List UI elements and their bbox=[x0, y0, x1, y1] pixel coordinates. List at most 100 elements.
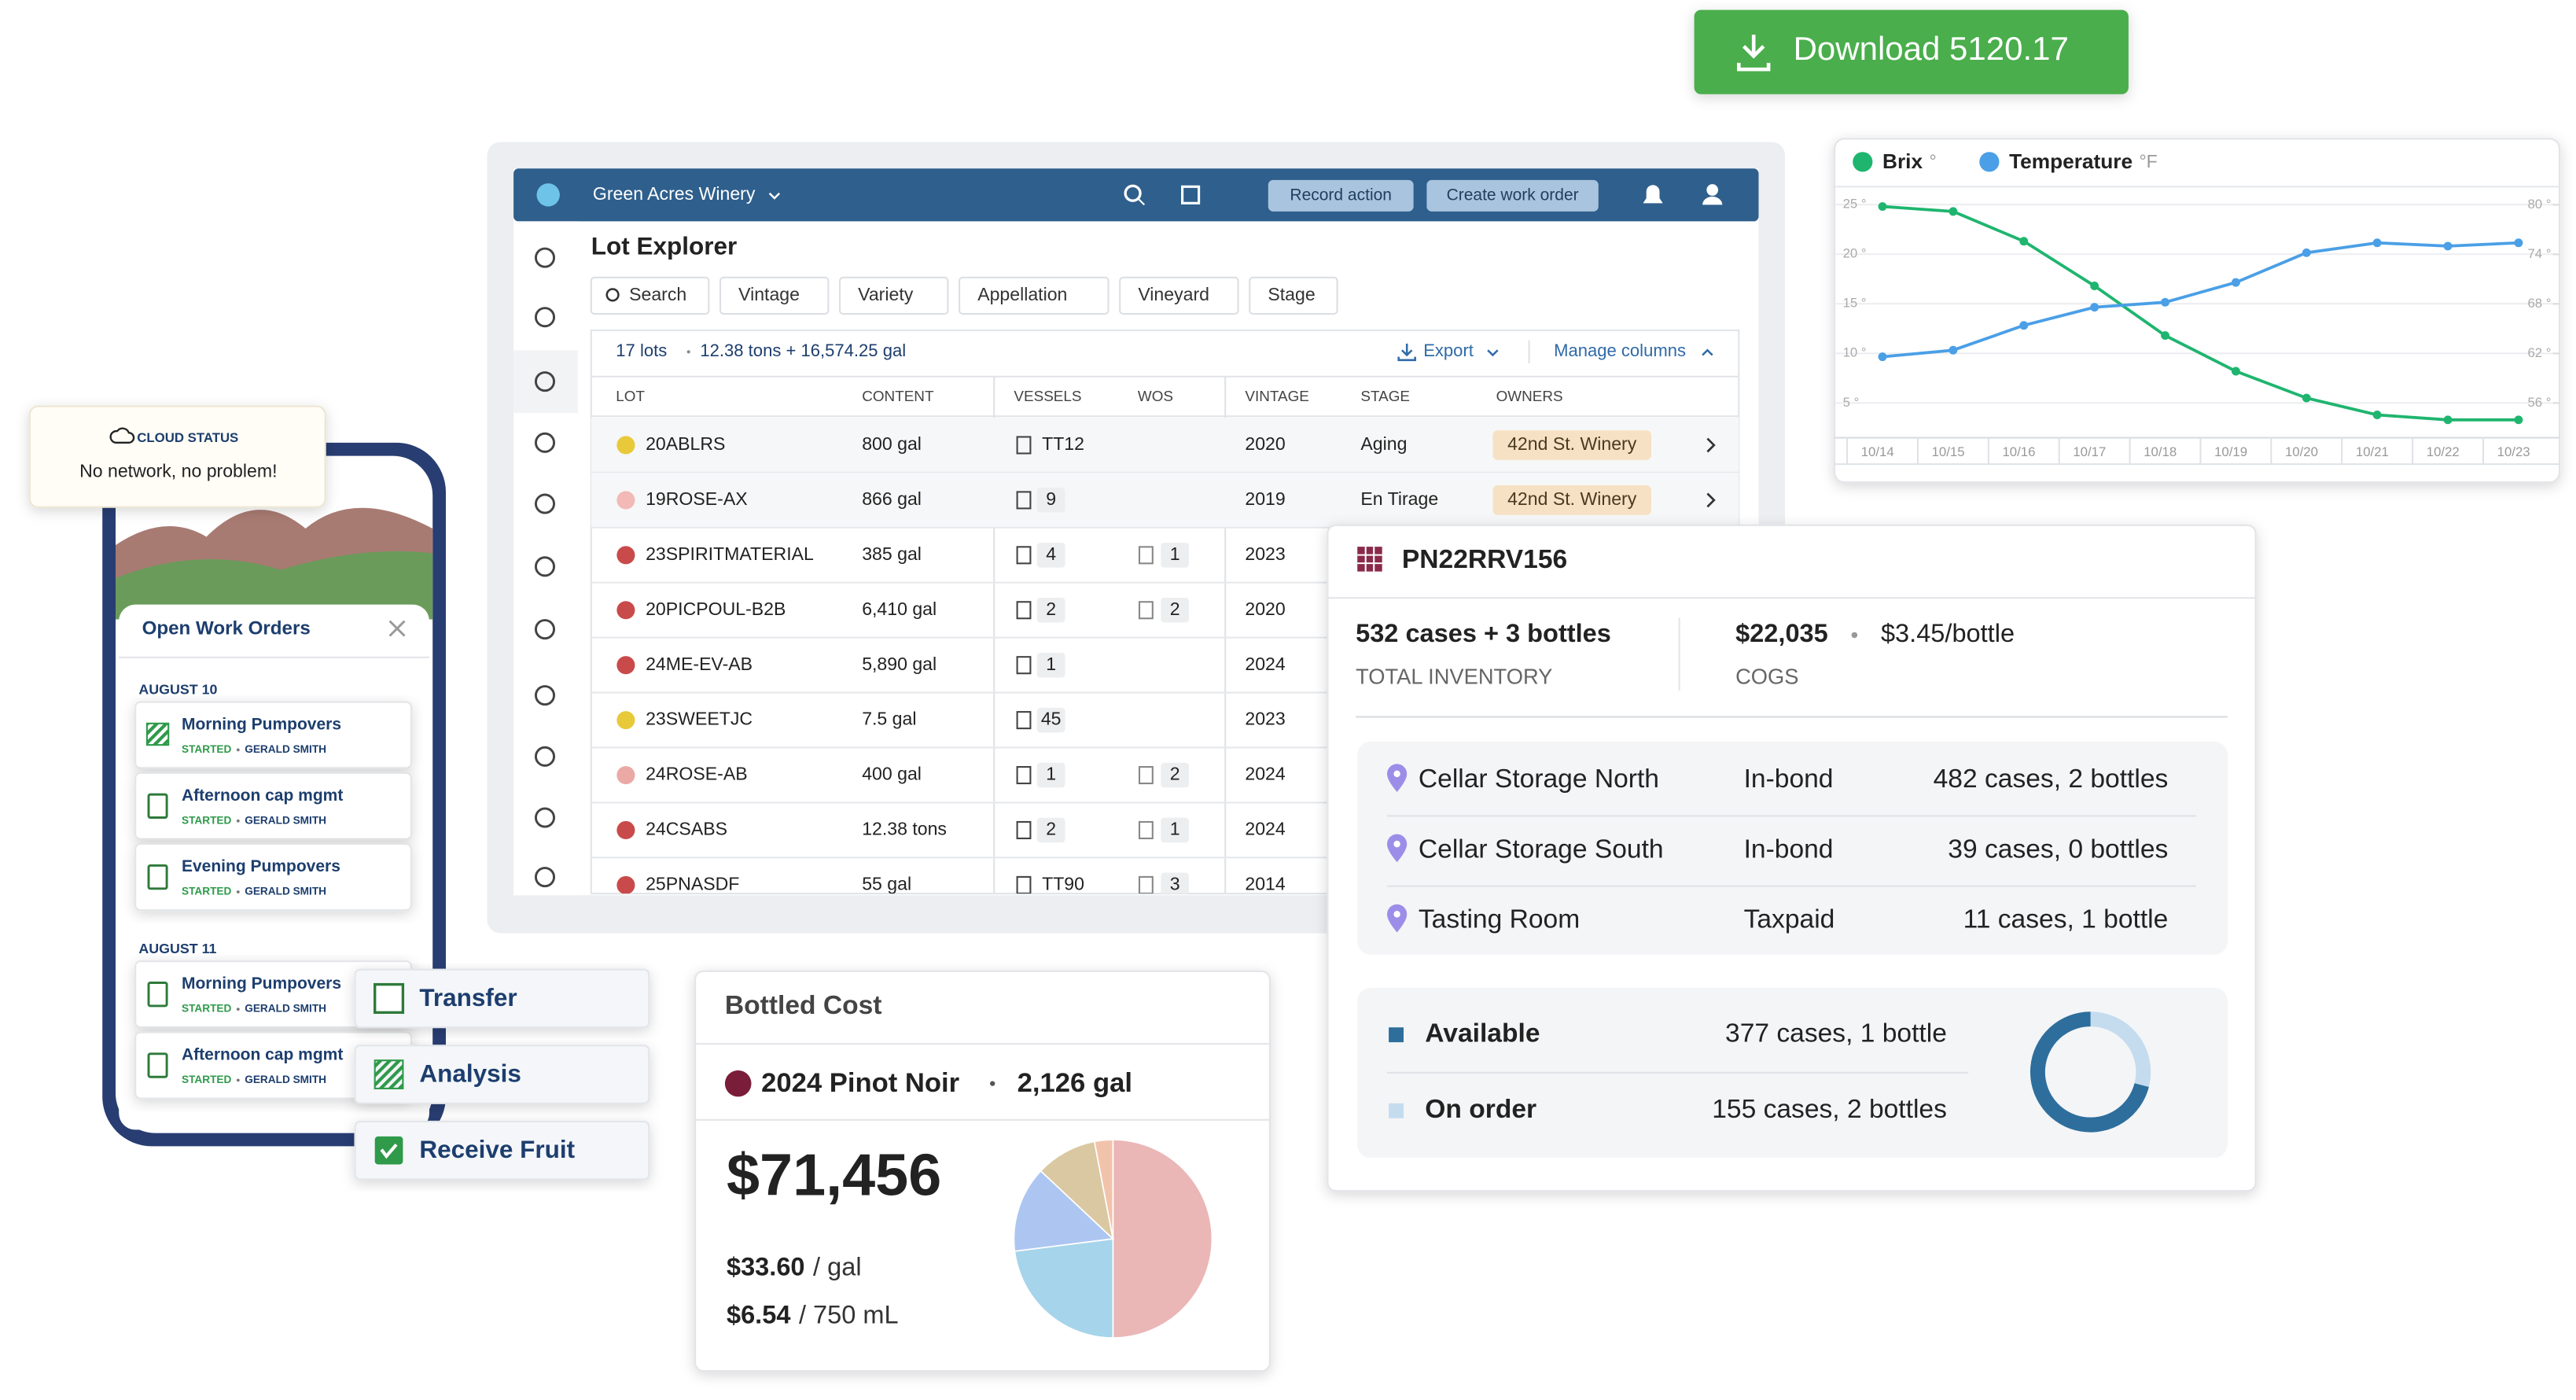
vessel-count: 2 bbox=[1046, 819, 1056, 839]
lot-name[interactable]: 24ME-EV-AB bbox=[646, 654, 753, 674]
download-button[interactable] bbox=[1694, 9, 2129, 94]
sidebar-icon[interactable] bbox=[534, 746, 556, 767]
lot-name[interactable]: 20PICPOUL-B2B bbox=[646, 599, 786, 619]
y2-tick-label: 80 ° bbox=[2527, 197, 2551, 212]
header-button-label[interactable]: Record action bbox=[1290, 186, 1392, 204]
filter-chip[interactable] bbox=[719, 276, 830, 315]
filter-label[interactable]: Appellation bbox=[977, 284, 1067, 304]
series-point bbox=[2372, 411, 2382, 419]
filter-label[interactable]: Vintage bbox=[738, 284, 800, 304]
location-name: Cellar Storage South bbox=[1419, 834, 1664, 864]
series-point bbox=[2161, 331, 2169, 341]
chip-label[interactable]: Receive Fruit bbox=[419, 1135, 575, 1163]
x-tick-label: 10/19 bbox=[2214, 444, 2247, 459]
vessel-count: 1 bbox=[1046, 764, 1056, 784]
action-chip[interactable] bbox=[354, 1044, 650, 1104]
user-icon[interactable] bbox=[1706, 184, 1719, 196]
work-order-card[interactable] bbox=[134, 701, 412, 769]
bell-icon[interactable] bbox=[1643, 185, 1663, 204]
manage-columns[interactable]: Manage columns bbox=[1554, 341, 1686, 360]
sidebar-icon[interactable] bbox=[534, 493, 556, 514]
cost-unit: / 750 mL bbox=[799, 1300, 899, 1328]
series-point bbox=[1878, 352, 1887, 362]
header-button[interactable] bbox=[1426, 179, 1599, 212]
location-name: Tasting Room bbox=[1419, 905, 1580, 934]
filter-label[interactable]: Stage bbox=[1268, 284, 1315, 304]
lot-content: 400 gal bbox=[862, 764, 922, 784]
work-order-card[interactable] bbox=[134, 843, 412, 912]
lot-name[interactable]: 24CSABS bbox=[646, 819, 727, 839]
vintage: 2024 bbox=[1245, 654, 1286, 674]
stage: Aging bbox=[1360, 433, 1407, 454]
action-chip[interactable] bbox=[354, 968, 650, 1029]
filter-label[interactable]: Vineyard bbox=[1138, 284, 1209, 304]
vintage: 2020 bbox=[1245, 599, 1285, 619]
group-date: AUGUST 11 bbox=[138, 941, 216, 956]
vessel-icon bbox=[1016, 766, 1032, 785]
sidebar-icon[interactable] bbox=[534, 867, 556, 888]
y2-tick-label: 56 ° bbox=[2527, 395, 2551, 410]
sidebar-icon[interactable] bbox=[534, 619, 556, 640]
filter-label[interactable]: Search bbox=[629, 284, 686, 304]
winery-selector[interactable]: Green Acres Winery bbox=[593, 183, 756, 204]
header-button-label[interactable]: Create work order bbox=[1447, 186, 1579, 204]
vessel-count: 45 bbox=[1041, 709, 1062, 729]
vessel-icon bbox=[1016, 711, 1032, 730]
chip-label[interactable]: Transfer bbox=[419, 983, 517, 1011]
sidebar-icon[interactable] bbox=[534, 807, 556, 828]
filter-label[interactable]: Variety bbox=[858, 284, 914, 304]
order-icon bbox=[147, 1052, 168, 1078]
pin-icon bbox=[1387, 904, 1408, 933]
action-chip[interactable] bbox=[354, 1120, 650, 1181]
sidebar-icon[interactable] bbox=[534, 556, 556, 577]
lot-name[interactable]: 23SWEETJC bbox=[646, 709, 753, 729]
search-icon[interactable] bbox=[1124, 184, 1142, 202]
x-tick-label: 10/22 bbox=[2427, 444, 2460, 459]
filter-chip[interactable] bbox=[959, 276, 1110, 315]
export-button[interactable]: Export bbox=[1423, 341, 1474, 360]
y-tick-label: 25 ° bbox=[1843, 196, 1867, 211]
owner: 42nd St. Winery bbox=[1507, 488, 1637, 509]
sidebar-icon[interactable] bbox=[534, 371, 556, 392]
row-chevron[interactable] bbox=[1706, 492, 1716, 508]
pin-icon bbox=[1387, 764, 1408, 792]
vessel-name: TT90 bbox=[1042, 874, 1084, 894]
vessel-icon bbox=[1016, 656, 1032, 675]
legend-label: Brix bbox=[1882, 149, 1923, 173]
metric-label: TOTAL INVENTORY bbox=[1356, 664, 1552, 688]
series-point bbox=[2302, 248, 2311, 257]
vintage: 2024 bbox=[1245, 819, 1286, 839]
series-point bbox=[1949, 207, 1958, 216]
lot-name[interactable]: 19ROSE-AX bbox=[646, 488, 748, 509]
header-button[interactable] bbox=[1268, 179, 1414, 212]
work-order-card[interactable] bbox=[134, 772, 412, 840]
series-point bbox=[2372, 238, 2382, 248]
sidebar-icon[interactable] bbox=[534, 685, 556, 706]
series-point bbox=[2019, 237, 2029, 246]
order-person: GERALD SMITH bbox=[245, 814, 326, 826]
vessel-count: 1 bbox=[1046, 654, 1056, 674]
filter-chip[interactable] bbox=[839, 276, 949, 315]
close-icon[interactable] bbox=[388, 620, 406, 637]
lot-name[interactable]: 20ABLRS bbox=[646, 433, 725, 454]
chip-label[interactable]: Analysis bbox=[419, 1059, 521, 1087]
sidebar-icon[interactable] bbox=[534, 247, 556, 268]
order-person: GERALD SMITH bbox=[245, 1003, 326, 1015]
filter-chip[interactable] bbox=[590, 276, 710, 315]
column-header: LOT bbox=[616, 389, 645, 405]
lot-content: 5,890 gal bbox=[862, 654, 937, 674]
location-qty: 11 cases, 1 bottle bbox=[1963, 905, 2169, 934]
owner-badge bbox=[1492, 430, 1651, 460]
order-status: STARTED bbox=[182, 886, 232, 897]
filter-chip[interactable] bbox=[1119, 276, 1239, 315]
row-chevron[interactable] bbox=[1706, 437, 1716, 453]
y2-tick-label: 74 ° bbox=[2527, 246, 2551, 261]
lot-name[interactable]: 23SPIRITMATERIAL bbox=[646, 543, 814, 564]
lot-name[interactable]: 24ROSE-AB bbox=[646, 764, 748, 784]
qr-icon[interactable] bbox=[1181, 185, 1201, 204]
sidebar-icon[interactable] bbox=[534, 307, 556, 328]
lot-name[interactable]: 25PNASDF bbox=[646, 874, 739, 894]
filter-chip[interactable] bbox=[1249, 276, 1338, 315]
y2-tick-label: 68 ° bbox=[2527, 296, 2551, 311]
sidebar-icon[interactable] bbox=[534, 432, 556, 453]
